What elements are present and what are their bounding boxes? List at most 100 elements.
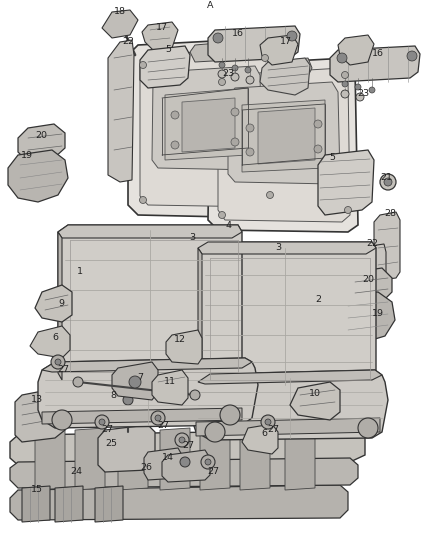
- Circle shape: [171, 111, 179, 119]
- Polygon shape: [75, 428, 105, 490]
- Polygon shape: [10, 430, 365, 465]
- Polygon shape: [258, 108, 315, 164]
- Text: 13: 13: [31, 395, 43, 405]
- Text: 3: 3: [189, 233, 195, 243]
- Circle shape: [151, 411, 165, 425]
- Text: 15: 15: [31, 486, 43, 495]
- Circle shape: [384, 178, 392, 186]
- Polygon shape: [345, 268, 392, 306]
- Polygon shape: [366, 244, 386, 320]
- Circle shape: [358, 418, 378, 438]
- Text: 23: 23: [222, 69, 234, 78]
- Circle shape: [99, 419, 105, 425]
- Polygon shape: [192, 370, 388, 440]
- Text: 19: 19: [21, 151, 33, 160]
- Polygon shape: [228, 82, 340, 184]
- Polygon shape: [140, 46, 190, 88]
- Text: 26: 26: [140, 464, 152, 472]
- Circle shape: [342, 71, 349, 78]
- Polygon shape: [8, 150, 68, 202]
- Polygon shape: [198, 370, 382, 384]
- Text: 27: 27: [157, 421, 169, 430]
- Text: 18: 18: [114, 7, 126, 17]
- Text: 22: 22: [366, 239, 378, 248]
- Circle shape: [52, 410, 72, 430]
- Polygon shape: [242, 424, 278, 454]
- Circle shape: [232, 65, 238, 71]
- Circle shape: [341, 90, 349, 98]
- Circle shape: [246, 148, 254, 156]
- Circle shape: [380, 174, 396, 190]
- Text: 21: 21: [380, 174, 392, 182]
- Circle shape: [245, 67, 251, 73]
- Polygon shape: [208, 26, 300, 62]
- Polygon shape: [160, 428, 190, 490]
- Circle shape: [246, 76, 254, 84]
- Text: 23: 23: [357, 90, 369, 99]
- Polygon shape: [102, 10, 138, 38]
- Polygon shape: [55, 486, 83, 522]
- Text: 14: 14: [162, 454, 174, 463]
- Polygon shape: [165, 88, 248, 160]
- Polygon shape: [198, 242, 376, 387]
- Text: 16: 16: [232, 28, 244, 37]
- Polygon shape: [374, 212, 400, 280]
- Polygon shape: [260, 35, 298, 65]
- Text: 8: 8: [110, 391, 116, 400]
- Circle shape: [219, 62, 225, 68]
- Polygon shape: [166, 330, 202, 364]
- Polygon shape: [196, 418, 380, 436]
- Circle shape: [205, 459, 211, 465]
- Polygon shape: [112, 362, 158, 400]
- Polygon shape: [330, 46, 420, 82]
- Circle shape: [231, 108, 239, 116]
- Text: 16: 16: [372, 50, 384, 59]
- Polygon shape: [162, 450, 210, 482]
- Text: 9: 9: [58, 300, 64, 309]
- Polygon shape: [260, 58, 310, 95]
- Polygon shape: [338, 35, 374, 65]
- Polygon shape: [152, 66, 262, 170]
- Polygon shape: [242, 100, 325, 172]
- Polygon shape: [108, 40, 134, 182]
- Polygon shape: [22, 486, 50, 522]
- Polygon shape: [290, 382, 340, 420]
- Polygon shape: [35, 428, 65, 490]
- Circle shape: [369, 87, 375, 93]
- Circle shape: [179, 437, 185, 443]
- Circle shape: [123, 395, 133, 405]
- Polygon shape: [118, 428, 148, 490]
- Circle shape: [95, 415, 109, 429]
- Circle shape: [180, 457, 190, 467]
- Circle shape: [51, 355, 65, 369]
- Text: 19: 19: [372, 310, 384, 319]
- Polygon shape: [152, 370, 188, 405]
- Text: 28: 28: [384, 208, 396, 217]
- Polygon shape: [198, 242, 376, 254]
- Circle shape: [314, 120, 322, 128]
- Circle shape: [314, 145, 322, 153]
- Polygon shape: [42, 358, 252, 372]
- Polygon shape: [30, 326, 70, 358]
- Text: 20: 20: [35, 131, 47, 140]
- Text: 7: 7: [137, 374, 143, 383]
- Polygon shape: [18, 124, 65, 162]
- Polygon shape: [140, 48, 274, 207]
- Circle shape: [205, 422, 225, 442]
- Polygon shape: [98, 425, 155, 472]
- Polygon shape: [142, 22, 178, 52]
- Circle shape: [265, 419, 271, 425]
- Polygon shape: [35, 285, 72, 322]
- Circle shape: [407, 51, 417, 61]
- Circle shape: [213, 33, 223, 43]
- Circle shape: [355, 84, 361, 90]
- Circle shape: [155, 415, 161, 421]
- Polygon shape: [58, 232, 62, 380]
- Text: 27: 27: [182, 441, 194, 450]
- Polygon shape: [190, 42, 235, 62]
- Circle shape: [356, 93, 364, 101]
- Circle shape: [246, 124, 254, 132]
- Circle shape: [287, 31, 297, 41]
- Circle shape: [342, 81, 348, 87]
- Polygon shape: [240, 428, 270, 490]
